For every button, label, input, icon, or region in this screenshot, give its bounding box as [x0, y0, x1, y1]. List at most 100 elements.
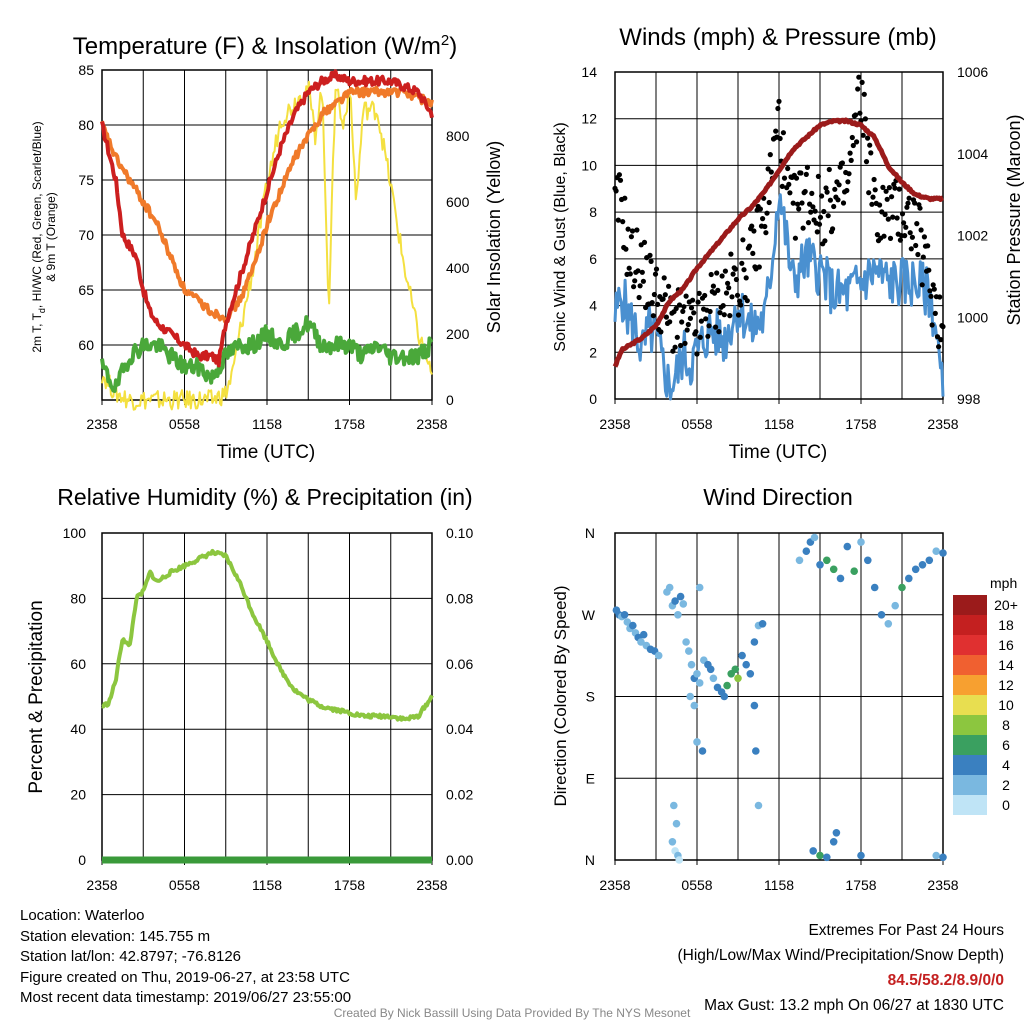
direction-point [810, 533, 819, 542]
gust-point [696, 290, 702, 296]
max-gust: Max Gust: 13.2 mph On 06/27 at 1830 UTC [704, 997, 1004, 1014]
y-tick-label: 4 [589, 298, 597, 314]
direction-point [674, 611, 682, 619]
x-tick-label: 1758 [845, 877, 876, 893]
gust-point [622, 195, 628, 201]
extremes-line2: (High/Low/Max Wind/Precipitation/Snow De… [677, 947, 1005, 964]
x-tick-label: 0558 [169, 877, 200, 893]
gust-point [906, 195, 912, 201]
direction-point [752, 747, 760, 755]
gust-point [903, 224, 909, 230]
gust-point [929, 322, 935, 328]
direction-point [911, 565, 920, 574]
wind-plot: 0 2 4 6 8 10 12 14 998 1000 1002 1004 1006 2358 0558 11… [581, 64, 988, 432]
gust-point [885, 216, 891, 222]
gust-point [725, 280, 731, 286]
y-tick-label: 0 [589, 391, 597, 407]
legend-swatch [953, 615, 987, 635]
y-tick-label: 85 [78, 62, 94, 78]
gust-point [868, 150, 874, 156]
gust-point [787, 190, 793, 196]
gust-point [728, 251, 734, 257]
y2-tick-label: 1002 [957, 228, 988, 244]
gust-point [902, 233, 908, 239]
y-tick-label: 12 [581, 111, 597, 127]
direction-point [693, 738, 701, 746]
gust-point [909, 234, 916, 240]
gust-point [877, 202, 883, 208]
gust-point [763, 230, 769, 236]
gust-point [830, 226, 836, 232]
gust-point [884, 196, 890, 202]
gust-point [735, 312, 742, 318]
gust-point [854, 139, 860, 145]
y2-tick-label: 0.06 [446, 656, 473, 672]
y2-tick-label: 0.10 [446, 525, 473, 541]
direction-point [637, 638, 645, 646]
gust-point [775, 105, 781, 112]
footer-location: Location: Waterloo [20, 907, 145, 924]
direction-point [723, 681, 731, 690]
x-tick-label: 1158 [764, 416, 794, 432]
gust-point [616, 172, 623, 178]
gust-point [750, 250, 756, 256]
gust-point [786, 181, 792, 187]
direction-point [884, 620, 893, 628]
gust-point [805, 220, 812, 226]
gust-point [658, 329, 664, 335]
gust-point [827, 197, 834, 203]
gust-point [628, 234, 635, 240]
legend-label: 10 [998, 697, 1014, 713]
gust-point [765, 166, 771, 172]
gust-point [932, 310, 938, 316]
gust-point [869, 201, 875, 207]
footer-elevation: Station elevation: 145.755 m [20, 927, 211, 945]
gust-point [641, 239, 648, 245]
gust-point [662, 292, 668, 298]
legend-title: mph [990, 575, 1017, 591]
y-tick-label: S [586, 689, 595, 705]
gust-point [702, 292, 708, 299]
y2-tick-label: 1006 [957, 64, 988, 80]
gust-point [848, 157, 854, 163]
gust-point [862, 116, 869, 122]
gust-point [915, 251, 921, 258]
gust-point [685, 321, 691, 328]
gust-point [802, 188, 808, 195]
legend-label: 14 [998, 657, 1014, 673]
direction-point [670, 801, 678, 810]
temp-plot: 60 65 70 75 80 85 0 200 400 600 800 2358 0558 1158 175… [78, 62, 469, 432]
direction-point [665, 583, 674, 592]
gust-point [623, 246, 629, 252]
gust-point [936, 344, 942, 350]
direction-point [668, 838, 677, 846]
gust-point [863, 159, 870, 165]
legend-swatch [953, 735, 987, 755]
gust-point [846, 171, 852, 177]
legend-swatch [953, 775, 987, 795]
extremes-line1: Extremes For Past 24 Hours [808, 922, 1004, 939]
direction-point [816, 561, 824, 569]
legend-swatch [953, 655, 987, 675]
x-tick-label: 2358 [416, 416, 447, 432]
direction-point [905, 574, 913, 583]
direction-point [682, 638, 690, 646]
gust-point [676, 302, 683, 308]
gust-point [629, 228, 636, 234]
gust-point [780, 130, 787, 136]
gust-point [670, 348, 676, 354]
y-tick-label: 65 [78, 282, 94, 298]
y-tick-label: 14 [581, 64, 597, 80]
legend-swatch [953, 755, 987, 775]
gust-point [749, 223, 755, 229]
direction-point [816, 851, 824, 860]
y-tick-label: 40 [70, 721, 86, 737]
direction-point [832, 829, 841, 837]
gust-point [886, 185, 893, 191]
direction-point [823, 853, 831, 862]
gust-point [904, 204, 910, 210]
gust-point [680, 308, 686, 314]
gust-point [767, 152, 773, 158]
direction-point [687, 660, 696, 669]
extremes-values: 84.5/58.2/8.9/0/0 [887, 972, 1004, 989]
